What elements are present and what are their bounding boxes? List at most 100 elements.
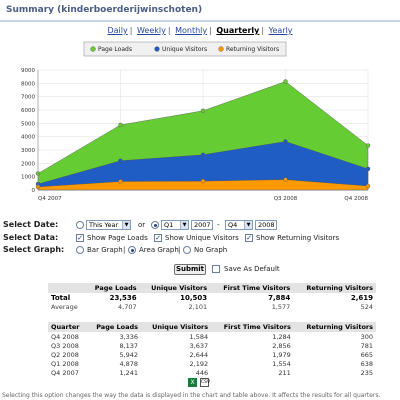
period-separator: | [209, 26, 212, 35]
data-point [118, 122, 123, 128]
page-title: Summary (kinderboerderijwinschoten) [6, 5, 203, 15]
bar-graph-radio[interactable] [76, 246, 84, 254]
select-graph-label: Select Graph: [3, 245, 65, 254]
quarter-header-cell: First Time Visitors [211, 322, 294, 332]
range-dash: - [217, 221, 220, 229]
total-row: Total 23,536 10,503 7,884 2,619 [48, 293, 376, 302]
y-tick-label: 3000 [21, 148, 35, 154]
y-tick-label: 8000 [21, 81, 35, 87]
period-daily[interactable]: Daily [107, 26, 128, 35]
quarter-header-cell: Unique Visitors [141, 322, 212, 332]
this-year-radio[interactable] [76, 221, 84, 229]
bar-graph-label: Bar Graph [87, 246, 123, 254]
table-cell: 3,336 [119, 332, 139, 341]
table-cell: Average [51, 302, 78, 311]
save-default-label: Save As Default [224, 265, 280, 273]
no-graph-radio[interactable] [183, 246, 191, 254]
period-yearly[interactable]: Yearly [268, 26, 293, 35]
table-cell: Q4 2008 [51, 332, 79, 341]
range-radio[interactable] [151, 221, 159, 229]
table-cell: 1,554 [272, 359, 291, 368]
footnote-text: Selecting this option changes the way th… [2, 392, 381, 399]
table-cell: 1,584 [189, 332, 209, 341]
data-point [118, 179, 123, 184]
legend-marker [90, 46, 96, 52]
y-axis-ticks: 0 1000 2000 3000 4000 5000 6000 7000 8000 9000 [21, 68, 36, 194]
table-cell: 23,536 [109, 293, 137, 302]
period-quarterly[interactable]: Quarterly [216, 26, 260, 35]
summary-header-cell: Page Loads [85, 283, 140, 293]
table-row: Q3 2008 8,137 3,637 2,856 781 [48, 341, 376, 350]
x-tick-label: Q3 2008 [274, 196, 298, 202]
data-point [365, 143, 371, 148]
this-year-select[interactable]: This Year ▼ [86, 220, 131, 230]
returning-visitors-option-label: Show Returning Visitors [256, 234, 340, 242]
table-cell: 524 [360, 302, 373, 311]
table-cell: Total [51, 293, 71, 302]
table-cell: 2,619 [350, 293, 373, 302]
table-cell: 10,503 [180, 293, 208, 302]
table-row: Q2 2008 5,942 2,644 1,979 665 [48, 350, 376, 359]
summary-header-row: Page Loads Unique Visitors First Time Vi… [48, 283, 376, 293]
average-row: Average 4,707 2,101 1,577 524 [48, 302, 376, 311]
submit-button[interactable]: Submit [174, 264, 206, 275]
table-cell: 2,101 [188, 302, 208, 311]
table-cell: 1,577 [271, 302, 291, 311]
table-cell: 781 [360, 341, 373, 350]
data-point [200, 152, 206, 157]
y-tick-label: 6000 [21, 108, 35, 114]
quarter-to-value: Q4 [228, 221, 238, 229]
data-point [283, 177, 288, 182]
y-tick-label: 7000 [21, 95, 35, 101]
chart-areas [35, 70, 371, 191]
unique-visitors-checkbox[interactable]: ✓ [154, 234, 162, 242]
summary-table: Page Loads Unique Visitors First Time Vi… [48, 283, 376, 311]
y-tick-label: 9000 [21, 68, 35, 74]
data-point [365, 166, 371, 172]
table-cell: 2,644 [189, 350, 209, 359]
this-year-value: This Year [89, 221, 119, 229]
quarter-table: Quarter Page Loads Unique Visitors First… [48, 322, 376, 377]
period-monthly[interactable]: Monthly [175, 26, 208, 35]
table-cell: 4,707 [118, 302, 137, 311]
table-cell: 8,137 [119, 341, 139, 350]
quarter-to-select[interactable]: Q4 ▼ [225, 220, 253, 230]
legend-label: Unique Visitors [162, 46, 207, 53]
excel-icon[interactable]: X [188, 378, 197, 387]
csv-icon[interactable]: CSV [200, 378, 211, 387]
table-cell: 1,284 [272, 332, 291, 341]
summary-header-cell: First Time Visitors [210, 283, 294, 293]
table-cell: 4,878 [119, 359, 139, 368]
quarter-header-cell: Returning Visitors [293, 322, 376, 332]
select-data-label: Select Data: [3, 233, 59, 242]
table-cell: Q1 2008 [51, 359, 79, 368]
area-graph-radio[interactable] [128, 246, 136, 254]
save-default-checkbox[interactable] [212, 265, 220, 273]
x-axis-ticks: Q4 2007 Q3 2008 Q4 2008 [38, 196, 368, 202]
chevron-down-icon: ▼ [122, 221, 130, 229]
data-point [200, 108, 206, 113]
select-date-label: Select Date: [3, 220, 59, 229]
table-row: Q1 2008 4,878 2,192 1,554 638 [48, 359, 376, 368]
year-from-input[interactable]: 2007 [191, 220, 213, 230]
table-cell: 7,884 [268, 293, 291, 302]
y-tick-label: 4000 [21, 135, 35, 141]
option-separator: | [123, 246, 126, 254]
table-cell: 300 [360, 332, 373, 341]
y-tick-label: 5000 [21, 121, 35, 127]
x-tick-label: Q4 2008 [344, 196, 368, 202]
period-separator: | [261, 26, 265, 35]
table-row: Q4 2008 3,336 1,584 1,284 300 [48, 332, 376, 341]
quarter-from-select[interactable]: Q1 ▼ [161, 220, 189, 230]
y-tick-label: 1000 [21, 175, 35, 181]
returning-visitors-checkbox[interactable]: ✓ [245, 234, 253, 242]
chevron-down-icon: ▼ [244, 221, 252, 229]
table-cell: 446 [195, 368, 209, 377]
period-weekly[interactable]: Weekly [136, 26, 166, 35]
page-loads-checkbox[interactable]: ✓ [76, 234, 84, 242]
quarter-from-value: Q1 [164, 221, 174, 229]
year-to-input[interactable]: 2008 [255, 220, 277, 230]
chevron-down-icon: ▼ [180, 221, 188, 229]
quarter-header-cell: Quarter [48, 322, 87, 332]
table-cell: 665 [360, 350, 373, 359]
